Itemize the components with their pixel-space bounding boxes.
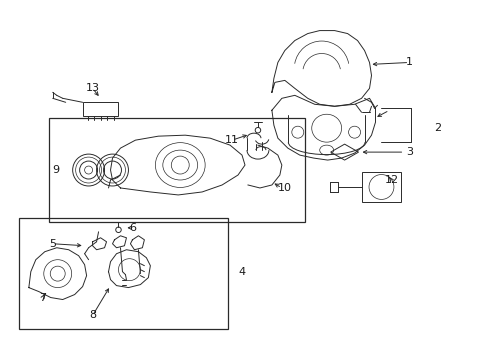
Text: 12: 12 xyxy=(384,175,398,185)
Text: 4: 4 xyxy=(238,267,245,276)
Text: 7: 7 xyxy=(39,293,46,302)
Text: 2: 2 xyxy=(433,123,440,133)
Text: 6: 6 xyxy=(129,223,136,233)
Text: 8: 8 xyxy=(89,310,96,320)
Text: 3: 3 xyxy=(405,147,412,157)
Text: 5: 5 xyxy=(49,239,56,249)
Text: 9: 9 xyxy=(52,165,59,175)
Text: 11: 11 xyxy=(224,135,239,145)
Bar xyxy=(49,118,304,222)
Text: 1: 1 xyxy=(405,58,412,67)
Text: 10: 10 xyxy=(277,183,291,193)
Text: 13: 13 xyxy=(85,84,100,93)
Bar xyxy=(19,218,227,329)
